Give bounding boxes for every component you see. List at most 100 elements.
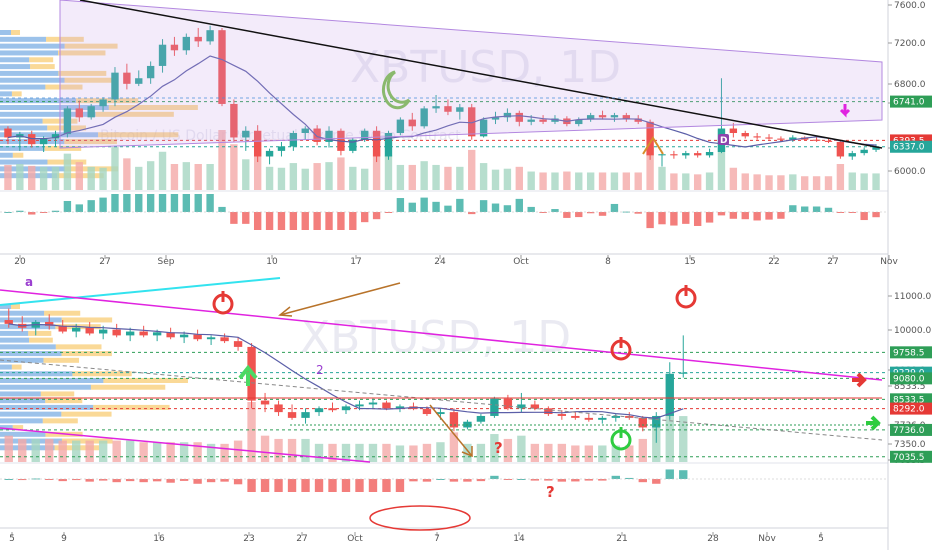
oscillator-histogram-bar: [194, 194, 202, 212]
volume-bar: [337, 157, 345, 190]
oscillator-histogram-bar: [539, 212, 547, 213]
candle-body: [368, 402, 378, 405]
volume-bar: [87, 166, 95, 190]
volume-profile-bar: [76, 98, 139, 104]
volume-profile-bar: [72, 371, 132, 377]
volume-bar: [422, 443, 432, 462]
price-tag: [890, 402, 932, 415]
oscillator-histogram-bar: [233, 479, 243, 485]
volume-bar: [220, 443, 229, 462]
candle-body: [123, 72, 131, 84]
volume-profile-bar: [0, 70, 59, 76]
candle-body: [693, 153, 702, 156]
oscillator-histogram-bar: [468, 212, 476, 215]
volume-bar: [584, 445, 594, 462]
candle-body: [313, 128, 321, 142]
candle-body: [503, 398, 513, 409]
volume-bar: [490, 434, 499, 462]
candle-body: [146, 65, 155, 79]
volume-profile-bar: [11, 304, 20, 309]
volume-bar: [611, 445, 620, 462]
oscillator-histogram-bar: [658, 212, 666, 225]
time-axis-label: 17: [350, 257, 361, 267]
candle-body: [158, 44, 167, 66]
volume-profile-bar: [28, 330, 52, 336]
volume-profile-bar: [0, 398, 46, 404]
oscillator-histogram-bar: [586, 212, 595, 214]
candle-body: [517, 404, 526, 409]
oscillator-histogram-bar: [693, 212, 702, 226]
candle-body: [349, 139, 357, 151]
oscillator-histogram-bar: [432, 201, 440, 212]
volume-bar: [341, 443, 351, 462]
candle-body: [206, 30, 214, 42]
volume-profile-bar: [12, 425, 24, 431]
volume-bar: [491, 169, 500, 190]
oscillator-histogram-bar: [777, 212, 785, 219]
time-axis-label: 15: [684, 257, 695, 267]
volume-bar: [152, 442, 162, 462]
oscillator-histogram-bar: [139, 479, 148, 483]
volume-bar: [328, 443, 337, 462]
candle-body: [848, 153, 856, 157]
volume-profile-bar: [58, 70, 107, 76]
price-tag: [890, 393, 932, 406]
oscillator-histogram-bar: [622, 211, 631, 213]
volume-bar: [836, 164, 845, 190]
candle-body: [634, 118, 642, 122]
volume-bar: [206, 443, 216, 462]
volume-profile-bar: [42, 418, 78, 424]
candle-body: [432, 106, 440, 109]
volume-profile-bar: [0, 337, 30, 343]
oscillator-histogram-bar: [517, 479, 526, 480]
volume-bar: [812, 176, 821, 190]
volume-bar: [361, 168, 369, 190]
candle-body: [341, 406, 351, 411]
volume-profile-bar: [61, 351, 112, 357]
volume-bar: [287, 438, 297, 462]
volume-bar: [98, 440, 108, 462]
oscillator-histogram-bar: [274, 479, 283, 492]
candle-body: [557, 414, 567, 416]
volume-bar: [777, 175, 785, 190]
price-axis-label: 6800.0: [894, 80, 926, 90]
oscillator-histogram-bar: [765, 212, 773, 220]
volume-profile-bar: [0, 57, 30, 63]
volume-profile-bar: [0, 118, 43, 124]
oscillator-histogram-bar: [182, 194, 191, 212]
volume-bar: [693, 174, 702, 190]
d-badge-label: D: [720, 136, 727, 146]
candle-body: [372, 130, 381, 157]
volume-profile-bar: [0, 364, 12, 370]
candle-body: [422, 409, 432, 415]
oscillator-histogram-bar: [125, 479, 135, 482]
candle-body: [135, 78, 143, 84]
volume-bar: [179, 442, 189, 462]
time-axis-label: 5: [9, 534, 15, 544]
volume-profile-bar: [61, 411, 112, 417]
volume-bar: [571, 445, 580, 462]
volume-bar: [16, 164, 24, 190]
volume-profile-bar: [0, 50, 59, 56]
oscillator-histogram-bar: [265, 212, 274, 230]
oscillator-histogram-bar: [571, 479, 580, 482]
symbol-watermark: XBTUSD, 1D: [350, 42, 621, 93]
volume-bar: [652, 425, 661, 462]
volume-profile-bar: [0, 378, 104, 383]
oscillator-histogram-bar: [836, 212, 845, 213]
oscillator-histogram-bar: [289, 212, 298, 230]
volume-bar: [436, 442, 445, 462]
volume-profile-bar: [0, 404, 94, 410]
oscillator-histogram-bar: [51, 210, 60, 212]
candle-body: [361, 130, 369, 140]
volume-profile-bar: [0, 445, 55, 451]
volume-profile-bar: [12, 152, 24, 158]
volume-bar: [682, 173, 690, 190]
volume-profile-bar: [0, 98, 77, 104]
volume-bar: [530, 443, 540, 462]
oscillator-histogram-bar: [58, 479, 67, 482]
oscillator-histogram-bar: [247, 479, 256, 492]
candle-body: [99, 99, 107, 107]
candle-body: [301, 412, 310, 418]
